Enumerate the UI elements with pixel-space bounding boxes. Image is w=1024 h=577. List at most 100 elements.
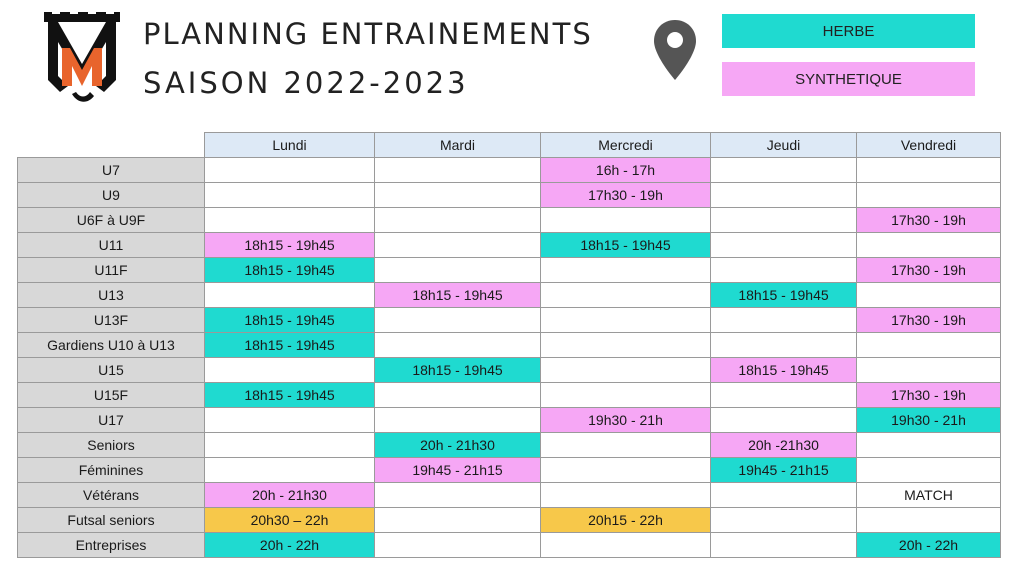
category-label: Futsal seniors [17,507,205,533]
day-header: Mercredi [540,132,711,158]
club-crest-logo [44,12,120,102]
schedule-cell [204,182,375,208]
schedule-cell [204,407,375,433]
schedule-cell [204,357,375,383]
schedule-cell [540,307,711,333]
schedule-cell [540,282,711,308]
schedule-cell [856,232,1001,258]
category-label: Féminines [17,457,205,483]
category-label: Seniors [17,432,205,458]
schedule-cell [540,357,711,383]
schedule-cell [856,357,1001,383]
table-row: U17 19h30 - 21h 19h30 - 21h [17,407,1001,433]
schedule-cell [710,157,857,183]
schedule-cell [204,282,375,308]
schedule-cell: 17h30 - 19h [856,257,1001,283]
schedule-cell [540,332,711,358]
schedule-cell: 18h15 - 19h45 [710,282,857,308]
category-label: U15F [17,382,205,408]
schedule-cell: 18h15 - 19h45 [540,232,711,258]
table-row: U13 18h15 - 19h45 18h15 - 19h45 [17,282,1001,308]
schedule-cell [540,257,711,283]
schedule-cell [374,382,541,408]
schedule-cell [540,432,711,458]
table-row: Entreprises 20h - 22h 20h - 22h [17,532,1001,558]
schedule-cell [374,157,541,183]
schedule-cell: 17h30 - 19h [856,307,1001,333]
schedule-cell: 18h15 - 19h45 [204,232,375,258]
schedule-cell [374,207,541,233]
schedule-cell: 18h15 - 19h45 [204,257,375,283]
corner-cell [18,133,205,158]
schedule-cell [374,182,541,208]
schedule-cell: 18h15 - 19h45 [710,357,857,383]
category-label: Gardiens U10 à U13 [17,332,205,358]
category-label: U15 [17,357,205,383]
schedule-cell [710,382,857,408]
category-label: U17 [17,407,205,433]
schedule-cell: 17h30 - 19h [540,182,711,208]
schedule-cell: 20h - 22h [856,532,1001,558]
schedule-cell [374,407,541,433]
schedule-cell [710,532,857,558]
schedule-cell [856,432,1001,458]
schedule-cell: 19h30 - 21h [540,407,711,433]
table-row: Seniors 20h - 21h30 20h -21h30 [17,432,1001,458]
schedule-cell [710,182,857,208]
schedule-cell [710,482,857,508]
schedule-cell [710,507,857,533]
schedule-cell [856,457,1001,483]
category-label: Entreprises [17,532,205,558]
schedule-cell [710,307,857,333]
schedule-cell [204,432,375,458]
page-title: PLANNING ENTRAINEMENTS [143,17,593,51]
schedule-cell: 18h15 - 19h45 [374,357,541,383]
schedule-cell [710,207,857,233]
schedule-cell: 19h45 - 21h15 [710,457,857,483]
schedule-cell [710,232,857,258]
day-header: Jeudi [710,132,857,158]
table-row: Féminines 19h45 - 21h15 19h45 - 21h15 [17,457,1001,483]
schedule-cell [856,282,1001,308]
table-row: U9 17h30 - 19h [17,182,1001,208]
training-schedule-table: Lundi Mardi Mercredi Jeudi Vendredi U7 16… [17,132,1001,558]
day-header: Mardi [374,132,541,158]
legend-synthetique: SYNTHETIQUE [722,62,975,96]
schedule-cell [710,257,857,283]
table-row: Futsal seniors 20h30 – 22h 20h15 - 22h [17,507,1001,533]
schedule-cell [540,532,711,558]
schedule-cell [540,382,711,408]
schedule-cell [374,307,541,333]
category-label: U11 [17,232,205,258]
category-label: U13F [17,307,205,333]
schedule-cell [710,407,857,433]
schedule-cell: 20h30 – 22h [204,507,375,533]
schedule-cell [540,482,711,508]
schedule-cell [856,157,1001,183]
schedule-cell [374,507,541,533]
legend-herbe: HERBE [722,14,975,48]
category-label: U6F à U9F [17,207,205,233]
category-label: Vétérans [17,482,205,508]
schedule-cell: 18h15 - 19h45 [204,307,375,333]
schedule-cell: 17h30 - 19h [856,207,1001,233]
schedule-cell [204,207,375,233]
schedule-cell: 19h30 - 21h [856,407,1001,433]
category-label: U13 [17,282,205,308]
schedule-cell [204,157,375,183]
schedule-cell [374,532,541,558]
schedule-cell: 19h45 - 21h15 [374,457,541,483]
schedule-cell [856,507,1001,533]
table-row: Gardiens U10 à U13 18h15 - 19h45 [17,332,1001,358]
table-row: U11 18h15 - 19h45 18h15 - 19h45 [17,232,1001,258]
schedule-cell [374,257,541,283]
table-row: Vétérans 20h - 21h30 MATCH [17,482,1001,508]
day-header: Lundi [204,132,375,158]
schedule-cell [374,482,541,508]
schedule-cell [540,207,711,233]
schedule-cell: 20h - 21h30 [204,482,375,508]
table-row: U6F à U9F 17h30 - 19h [17,207,1001,233]
schedule-cell [856,332,1001,358]
schedule-cell: 18h15 - 19h45 [374,282,541,308]
day-header-row: Lundi Mardi Mercredi Jeudi Vendredi [18,132,1001,158]
